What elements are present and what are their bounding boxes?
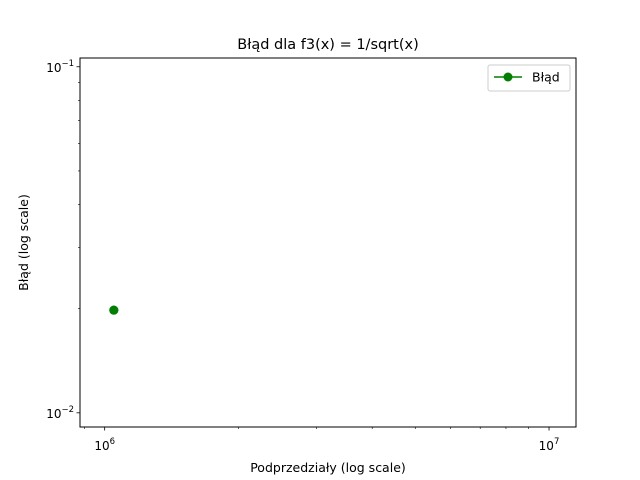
y-tick-label: 10−1 bbox=[46, 59, 74, 75]
legend: Błąd bbox=[487, 64, 571, 92]
y-tick-label: 10−2 bbox=[46, 405, 74, 421]
x-axis-ticks: 106 107 bbox=[84, 427, 559, 453]
series-marks bbox=[109, 305, 119, 315]
x-tick-label: 106 bbox=[94, 437, 115, 453]
legend-marker bbox=[503, 72, 513, 82]
data-point bbox=[109, 305, 119, 315]
plot-area bbox=[80, 58, 576, 427]
legend-label: Błąd bbox=[532, 70, 560, 85]
legend-box bbox=[487, 64, 571, 92]
x-tick-label: 107 bbox=[539, 437, 560, 453]
chart-title: Błąd dla f3(x) = 1/sqrt(x) bbox=[237, 37, 419, 53]
y-axis-label: Błąd (log scale) bbox=[16, 194, 31, 291]
x-axis-label: Podprzedziały (log scale) bbox=[250, 460, 406, 475]
plot-frame bbox=[79, 57, 577, 428]
